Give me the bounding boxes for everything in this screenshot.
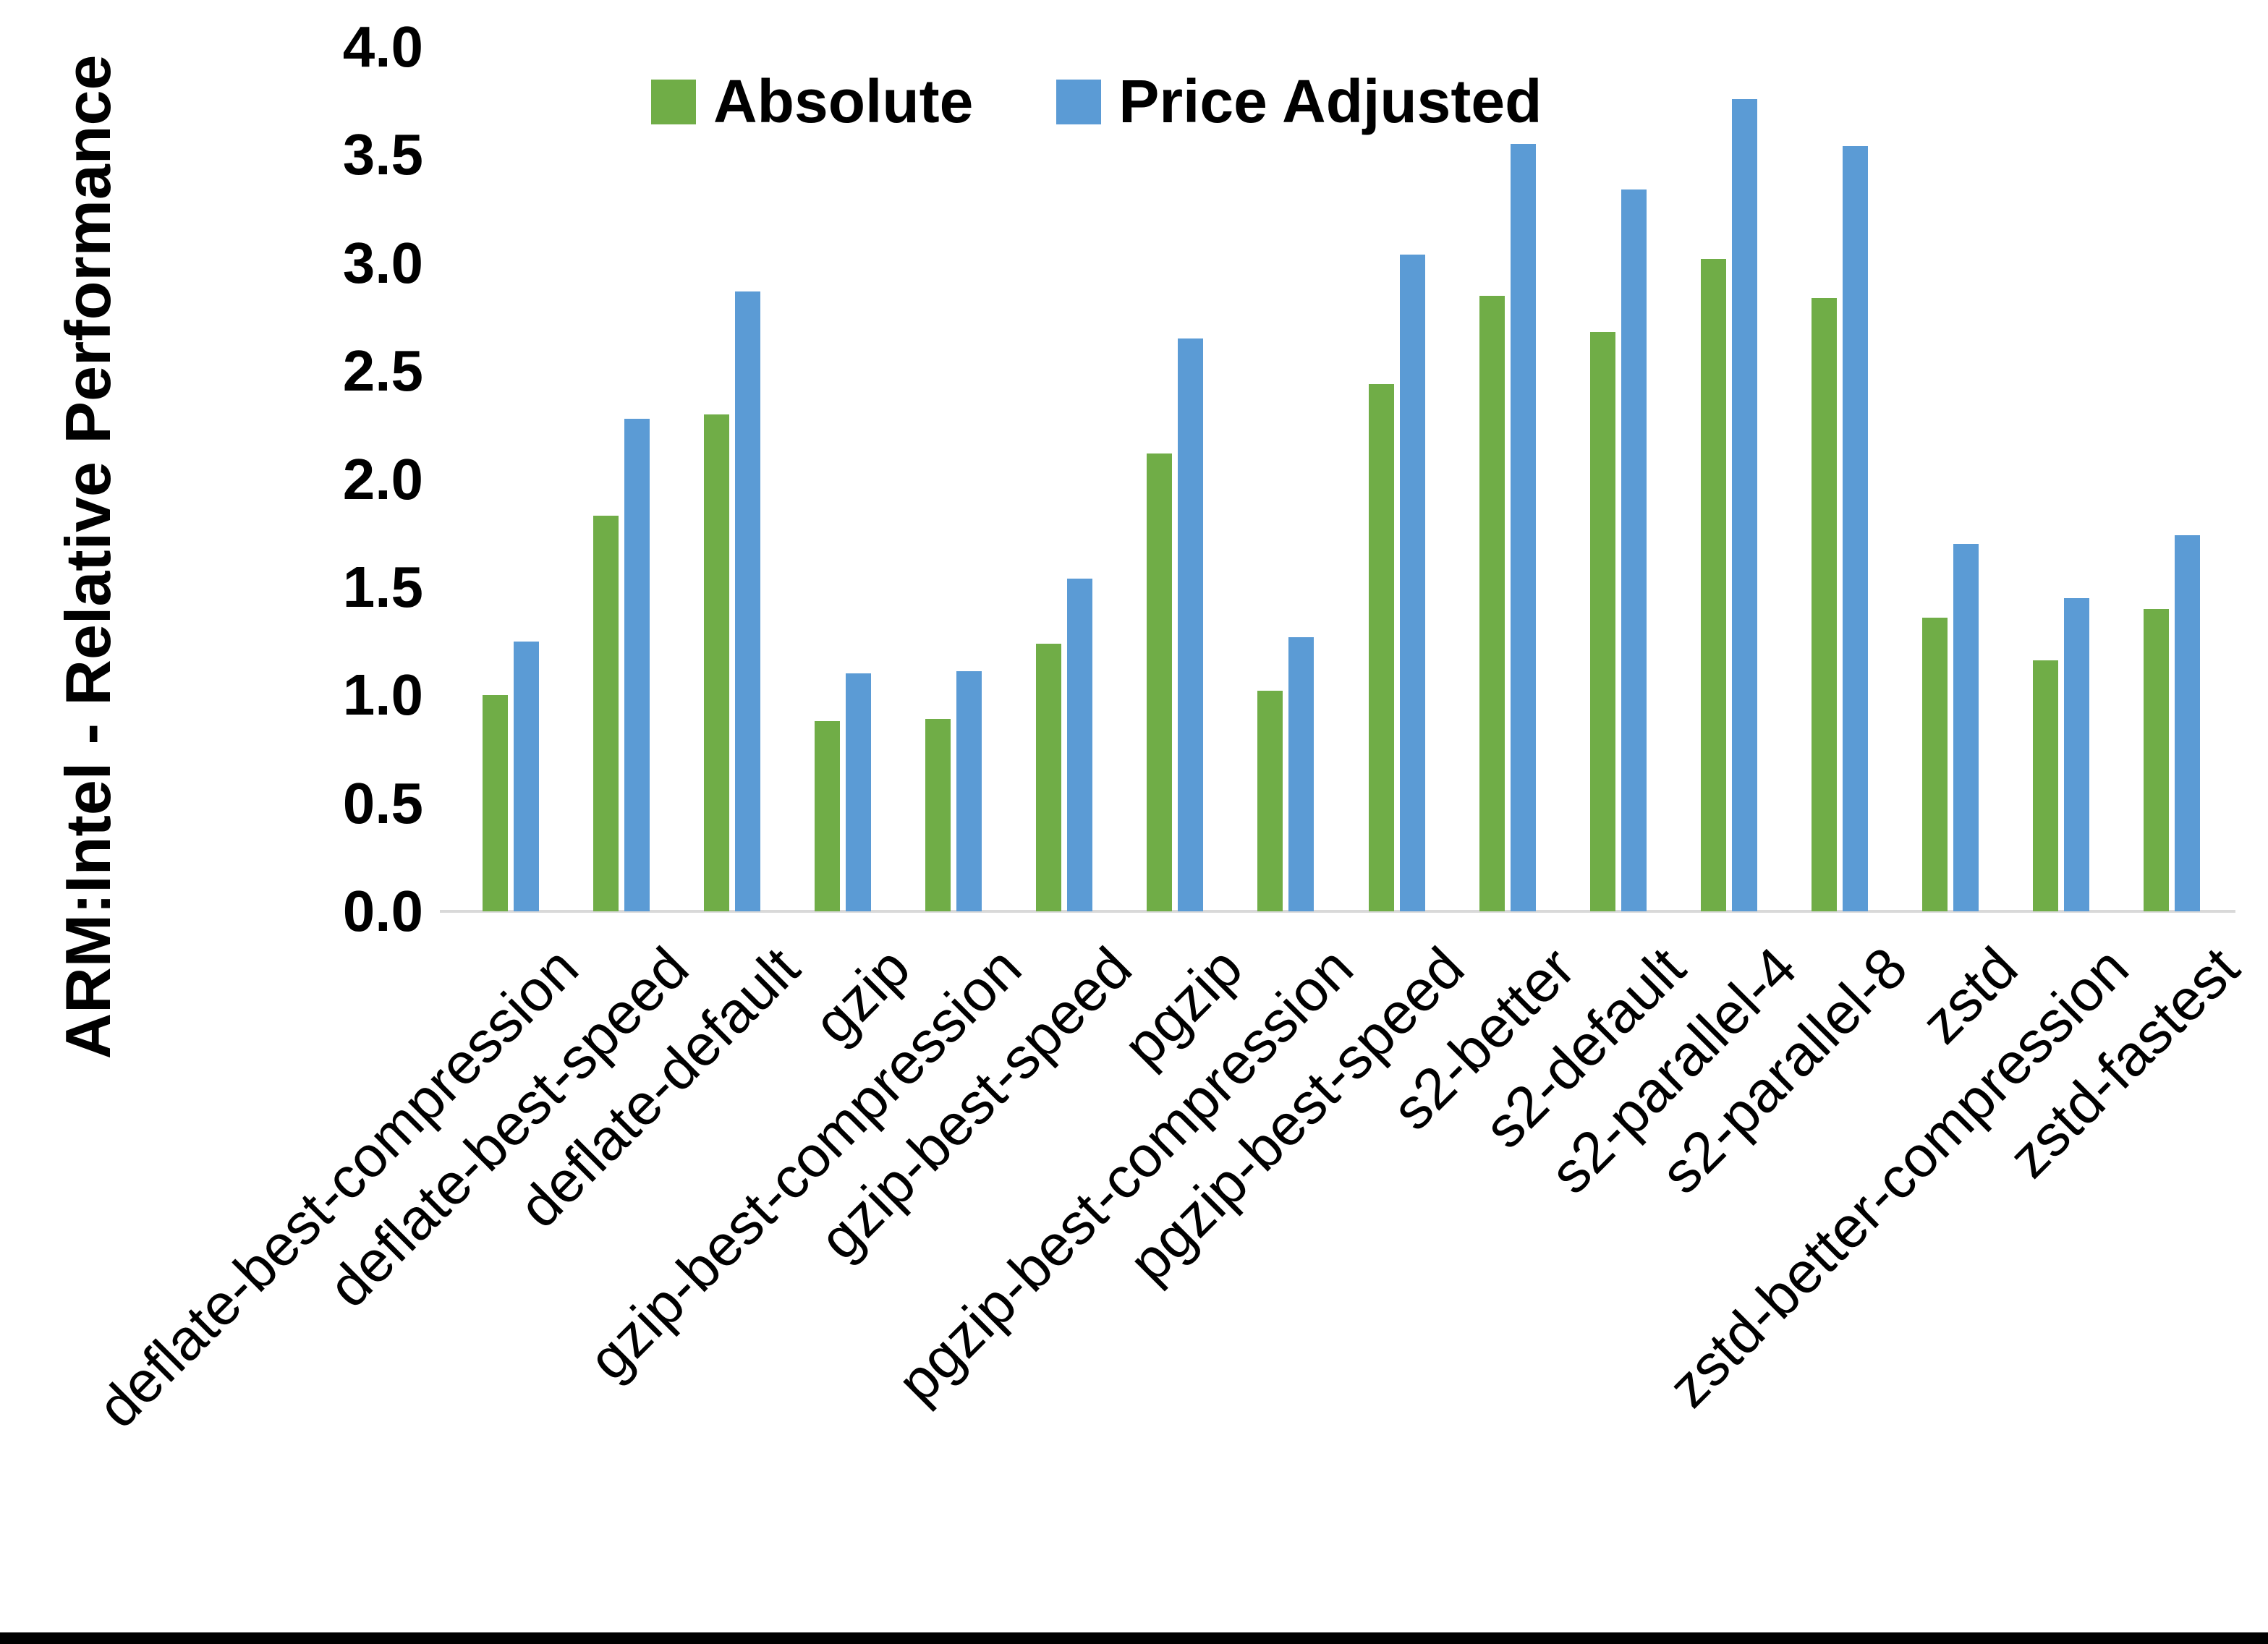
bar-gzip-best-speed-price-adjusted [1067, 578, 1093, 911]
bar-zstd-absolute [1921, 617, 1948, 911]
bar-s2-default-price-adjusted [1621, 189, 1647, 911]
bar-pgzip-best-speed-absolute [1368, 384, 1394, 911]
y-axis-title: ARM:Intel - Relative Performance [52, 54, 124, 1060]
bar-pgzip-absolute [1147, 453, 1173, 911]
bar-s2-parallel-4-price-adjusted [1731, 98, 1757, 911]
bar-deflate-best-speed-absolute [593, 516, 619, 911]
legend-swatch-icon [1056, 79, 1102, 124]
bar-pgzip-best-compression-price-adjusted [1288, 636, 1314, 911]
bar-s2-parallel-8-absolute [1811, 297, 1837, 911]
y-tick-label: 1.5 [342, 554, 423, 619]
y-tick-label: 3.0 [342, 230, 423, 295]
bar-gzip-absolute [815, 721, 841, 911]
legend-label: Absolute [713, 67, 974, 135]
bar-s2-parallel-4-absolute [1700, 258, 1726, 911]
y-tick-label: 0.0 [342, 879, 423, 943]
bar-deflate-best-compression-absolute [483, 695, 508, 911]
bar-gzip-best-compression-price-adjusted [956, 671, 982, 911]
bottom-border [0, 1632, 2268, 1644]
bar-s2-default-absolute [1589, 332, 1615, 911]
legend-item-price-adjusted: Price Adjusted [1056, 67, 1542, 137]
legend-item-absolute: Absolute [651, 67, 973, 137]
bar-gzip-best-compression-absolute [925, 719, 951, 911]
y-tick-label: 4.0 [342, 14, 423, 79]
legend-label: Price Adjusted [1118, 67, 1542, 135]
y-tick-label: 3.5 [342, 122, 423, 187]
bar-pgzip-price-adjusted [1178, 338, 1204, 911]
bar-pgzip-best-compression-absolute [1257, 691, 1283, 911]
bar-s2-better-absolute [1479, 295, 1505, 911]
y-tick-label: 0.5 [342, 770, 423, 835]
bar-deflate-best-speed-price-adjusted [624, 418, 650, 911]
bar-zstd-fastest-price-adjusted [2175, 535, 2201, 911]
bar-deflate-default-absolute [704, 414, 730, 911]
y-tick-label: 2.5 [342, 338, 423, 404]
bar-pgzip-best-speed-price-adjusted [1399, 254, 1425, 911]
bar-deflate-best-compression-price-adjusted [514, 641, 539, 911]
bar-zstd-fastest-absolute [2144, 608, 2170, 911]
bar-gzip-best-speed-absolute [1036, 643, 1062, 911]
y-tick-label: 2.0 [342, 446, 423, 511]
y-tick-label: 1.0 [342, 663, 423, 728]
bar-zstd-better-compression-absolute [2032, 660, 2058, 911]
legend-swatch-icon [651, 79, 696, 124]
bar-s2-parallel-8-price-adjusted [1842, 146, 1868, 911]
bar-gzip-price-adjusted [846, 673, 872, 911]
bar-zstd-price-adjusted [1953, 544, 1979, 911]
bar-s2-better-price-adjusted [1510, 144, 1536, 911]
bar-deflate-default-price-adjusted [735, 291, 761, 911]
legend: Absolute Price Adjusted [651, 67, 1542, 137]
bar-zstd-better-compression-price-adjusted [2063, 597, 2089, 911]
x-axis-line [440, 910, 2235, 913]
